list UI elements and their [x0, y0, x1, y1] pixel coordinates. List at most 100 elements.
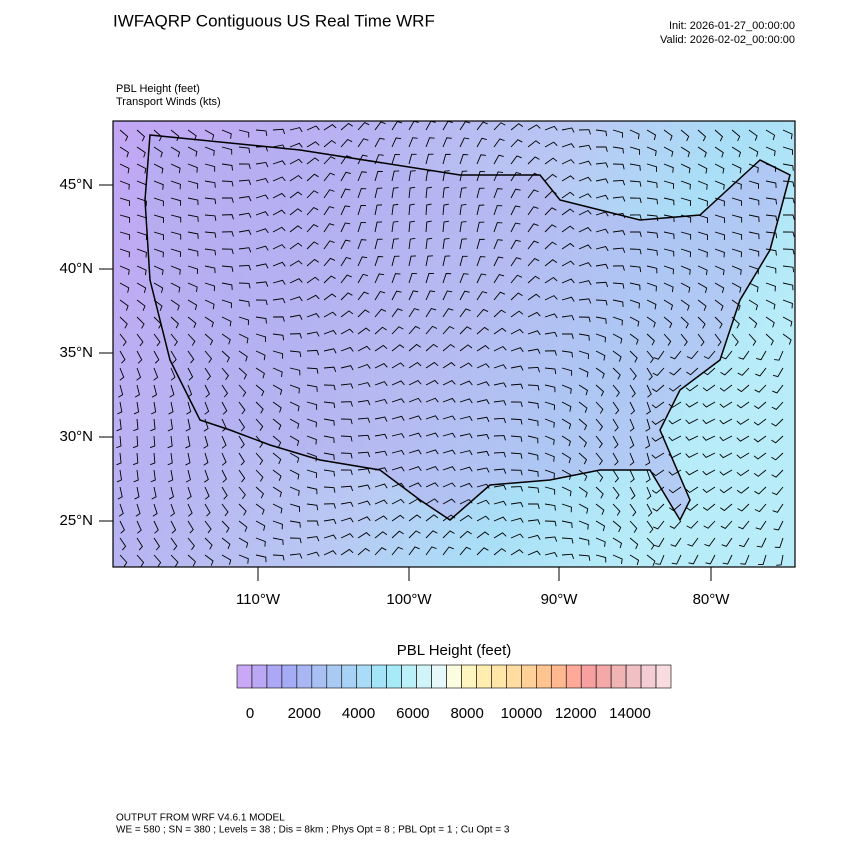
wind-barb	[756, 350, 767, 361]
colorbar-tick-label: 8000	[450, 705, 483, 722]
wind-barb	[289, 452, 300, 463]
wind-barb	[510, 365, 524, 371]
wind-barb	[561, 225, 575, 233]
wind-barb	[116, 452, 122, 466]
wind-barb	[391, 238, 399, 250]
colorbar-box	[536, 664, 552, 689]
wind-barb	[612, 179, 626, 186]
wind-barb	[680, 180, 691, 190]
wind-barb	[357, 327, 371, 335]
wind-barb	[204, 401, 210, 415]
wind-barb	[238, 401, 246, 415]
wind-barb	[731, 214, 743, 223]
colorbar: 0 2000 4000 6000 8000 10000 12000 14000	[236, 664, 672, 722]
wind-barb	[561, 486, 572, 497]
wind-barb	[680, 129, 690, 142]
wind-barb	[771, 401, 784, 410]
wind-barb	[459, 546, 472, 556]
wind-barb	[374, 398, 388, 405]
wind-barb	[782, 282, 794, 291]
wind-barb	[697, 214, 709, 223]
wind-barb	[578, 298, 592, 304]
wind-barb	[306, 401, 318, 410]
wind-barb	[544, 486, 556, 495]
wind-barb	[680, 248, 691, 258]
wind-barb	[736, 435, 750, 442]
wind-barb	[668, 469, 682, 476]
wind-barb	[612, 282, 625, 289]
wind-barb	[391, 449, 405, 456]
wind-barb	[306, 418, 317, 428]
wind-barb	[544, 190, 557, 199]
wind-barb	[442, 482, 456, 488]
wind-barb	[544, 520, 557, 527]
wind-barb	[653, 520, 665, 530]
wind-barb	[646, 163, 658, 172]
wind-barb	[510, 123, 524, 131]
wind-barb	[493, 500, 507, 506]
wind-barb	[136, 146, 146, 158]
title: IWFAQRP Contiguous US Real Time WRF	[113, 11, 435, 30]
wind-barb	[374, 154, 384, 165]
wind-barb	[221, 333, 231, 345]
wind-barb	[731, 197, 743, 206]
lat-label: 25°N	[59, 512, 93, 529]
wind-barb	[459, 466, 473, 472]
wind-barb	[561, 418, 572, 430]
wind-barb	[680, 282, 691, 293]
wind-barb	[646, 248, 658, 256]
wind-barb	[323, 172, 335, 182]
wind-barb	[669, 520, 682, 529]
wind-barb	[476, 154, 486, 165]
wind-barb	[493, 256, 504, 267]
wind-barb	[238, 520, 248, 532]
wind-barb	[204, 231, 217, 238]
wind-barb	[187, 350, 195, 364]
field-label: Transport Winds (kts)	[116, 96, 221, 108]
wind-barb	[646, 520, 654, 534]
wind-barb	[612, 367, 621, 380]
wind-barb	[272, 297, 286, 304]
wind-barb	[652, 367, 665, 376]
wind-barb	[561, 520, 573, 529]
wind-barb	[612, 196, 626, 202]
wind-barb	[425, 546, 437, 556]
wind-barb	[685, 452, 699, 458]
wind-barb	[459, 362, 473, 369]
wind-barb	[357, 239, 367, 250]
wind-barb	[391, 273, 401, 284]
wind-barb	[425, 449, 439, 455]
wind-barb	[289, 191, 303, 199]
wind-barb	[187, 214, 199, 222]
wind-barb	[510, 533, 524, 539]
wind-barb	[272, 160, 286, 166]
wind-barb	[459, 482, 473, 488]
wind-barb	[357, 256, 368, 267]
wind-barb	[595, 246, 609, 252]
wind-barb	[374, 547, 387, 556]
wind-barb	[272, 520, 283, 530]
wind-barb	[646, 282, 657, 292]
wind-barb	[391, 326, 404, 335]
wind-barb	[697, 197, 708, 207]
wind-barb	[476, 256, 486, 267]
wind-barb	[391, 344, 405, 352]
wind-barb	[578, 193, 592, 199]
colorbar-box	[595, 664, 612, 689]
wind-barb	[753, 435, 767, 443]
wind-barb	[527, 156, 540, 165]
wind-barb	[153, 554, 162, 567]
wind-barb	[391, 415, 405, 421]
wind-barb	[119, 554, 128, 567]
wind-barb	[629, 384, 636, 398]
wind-barb	[340, 274, 352, 284]
wind-barb	[595, 384, 605, 397]
wind-barb	[442, 170, 450, 182]
wind-barb	[272, 469, 282, 481]
wind-barb	[323, 240, 335, 250]
wind-barb	[238, 282, 251, 289]
wind-barb	[357, 451, 371, 458]
wind-barb	[204, 180, 216, 188]
wind-barb	[510, 257, 522, 267]
wind-barb	[168, 469, 174, 483]
